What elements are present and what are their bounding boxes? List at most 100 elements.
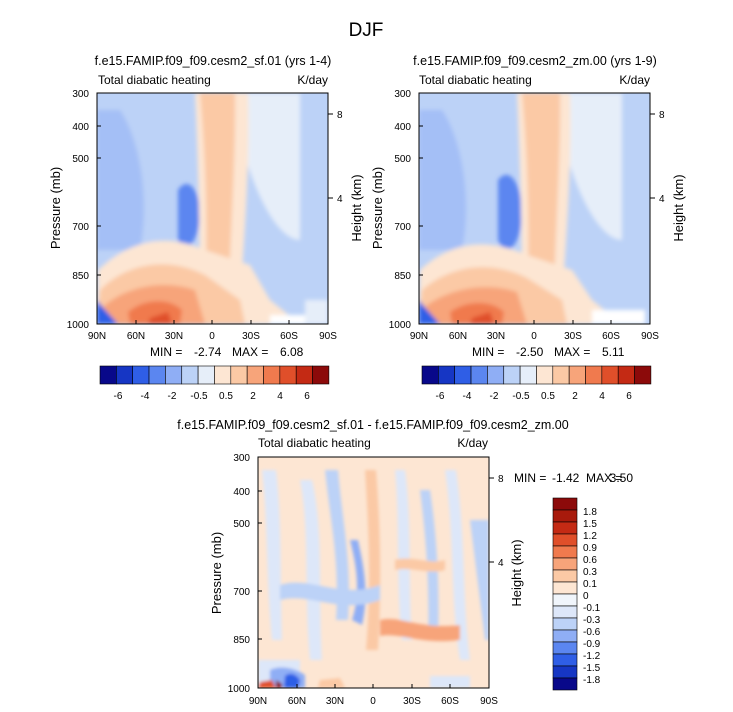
panel-3-colorbar-label: 1.5 (583, 519, 597, 530)
panel-2-y-tick: 400 (394, 122, 411, 133)
panel-1-y-tick: 300 (72, 89, 89, 100)
panel-2-y-tick: 500 (394, 154, 411, 165)
panel-3-colorbar-swatch (552, 497, 578, 511)
panel-2-x-ticks: 90N 60N 30N 0 30S 60S 90S (410, 320, 659, 342)
panel-3-x-tick: 90S (480, 696, 498, 707)
panel-1-x-tick: 30N (165, 331, 183, 342)
panel-1-y-tick: 1000 (67, 320, 90, 331)
panel-1-colorbar-swatch (148, 365, 166, 385)
panel-2-colorbar-label: -0.5 (512, 391, 530, 402)
panel-1-y-tick: 850 (72, 271, 89, 282)
panel-1-colorbar-labels: -6 -4 -2 -0.5 0.5 2 4 6 (114, 391, 311, 402)
panel-3-min-value: -1.42 (552, 471, 580, 485)
panel-1-min-label: MIN = (150, 345, 182, 359)
panel-2-x-tick: 0 (531, 331, 537, 342)
panel-2-height-tick: 4 (659, 194, 665, 205)
panel-1-max-label: MAX = (232, 345, 268, 359)
panel-3-x-ticks: 90N 60N 30N 0 30S 60S 90S (249, 684, 498, 707)
panel-3-y-tick: 300 (233, 453, 250, 464)
panel-3-colorbar-label: -0.9 (583, 639, 601, 650)
panel-1-colorbar-swatch (279, 365, 297, 385)
panel-1-x-tick: 60N (127, 331, 145, 342)
panel-1-colorbar-swatch (165, 365, 183, 385)
panel-3-colorbar-swatch (552, 617, 578, 631)
panel-3-title: f.e15.FAMIP.f09_f09.cesm2_sf.01 - f.e15.… (177, 418, 568, 432)
panel-3-colorbar-swatch (552, 641, 578, 655)
panel-3-max-value: 3.50 (610, 471, 634, 485)
panel-2-ylabel: Pressure (mb) (370, 167, 385, 249)
panel-3-ylabel-right: Height (km) (509, 539, 524, 606)
panel-3-colorbar-swatch (552, 557, 578, 571)
panel-3-colorbar-label: 0.1 (583, 579, 597, 590)
panel-2-colorbar-swatch (487, 365, 505, 385)
panel-2-colorbar-swatch (552, 365, 570, 385)
panel-1: f.e15.FAMIP.f09_f09.cesm2_sf.01 (yrs 1-4… (48, 54, 364, 402)
panel-3-colorbar-swatch (552, 509, 578, 523)
figure-title: DJF (349, 20, 384, 41)
panel-2-colorbar-label: -4 (463, 391, 472, 402)
panel-1-contour-field (97, 93, 328, 324)
panel-3-colorbar-swatch (552, 569, 578, 583)
panel-2-x-tick: 90N (410, 331, 428, 342)
panel-2-colorbar-swatch (634, 365, 652, 385)
panel-2-x-tick: 60N (449, 331, 467, 342)
panel-2-subtitle-left: Total diabatic heating (419, 73, 532, 87)
panel-1-y-ticks: 300 400 500 700 850 1000 (67, 89, 101, 331)
panel-2-ylabel-right: Height (km) (671, 174, 686, 241)
panel-3-colorbar-label: 0.3 (583, 567, 597, 578)
panel-2-min-label: MIN = (472, 345, 504, 359)
panel-1-subtitle-right: K/day (297, 73, 328, 87)
panel-3-colorbar-swatch (552, 653, 578, 667)
panel-1-colorbar-swatch (181, 365, 199, 385)
panel-1-colorbar-label: 4 (277, 391, 283, 402)
panel-3-colorbar-label: -0.6 (583, 627, 601, 638)
panel-2-min-value: -2.50 (516, 345, 544, 359)
panel-2-colorbar-labels: -6 -4 -2 -0.5 0.5 2 4 6 (436, 391, 633, 402)
panel-3-colorbar-swatch (552, 605, 578, 619)
panel-2-subtitle-right: K/day (619, 73, 650, 87)
panel-1-colorbar-swatch (99, 365, 117, 385)
panel-1-x-tick: 30S (242, 331, 260, 342)
panel-3-contour-field (258, 457, 489, 688)
panel-2-title: f.e15.FAMIP.f09_f09.cesm2_zm.00 (yrs 1-9… (413, 54, 657, 68)
panel-1-y-right-ticks: 8 4 (328, 110, 343, 205)
panel-3-subtitle-left: Total diabatic heating (258, 436, 371, 450)
panel-3-x-tick: 0 (370, 696, 376, 707)
panel-1-y-tick: 700 (72, 222, 89, 233)
panel-1-height-tick: 4 (337, 194, 343, 205)
panel-1-y-tick: 500 (72, 154, 89, 165)
panel-3-y-tick: 400 (233, 487, 250, 498)
panel-2-colorbar-label: 0.5 (541, 391, 555, 402)
panel-1-minmax: MIN = -2.74 MAX = 6.08 (150, 345, 304, 359)
panel-1-colorbar-label: 2 (250, 391, 256, 402)
panel-1-max-value: 6.08 (280, 345, 304, 359)
panel-3-colorbar-swatch (552, 521, 578, 535)
panel-3-colorbar-label: 0 (583, 591, 589, 602)
panel-3-x-tick: 30S (403, 696, 421, 707)
panel-3-y-ticks: 300 400 500 700 850 1000 (228, 453, 262, 695)
panel-1-colorbar-swatch (230, 365, 248, 385)
panel-1-colorbar-label: -2 (168, 391, 177, 402)
panel-2-y-tick: 850 (394, 271, 411, 282)
panel-3-x-tick: 90N (249, 696, 267, 707)
panel-2-y-tick: 1000 (389, 320, 412, 331)
panel-3-colorbar-swatch (552, 533, 578, 547)
panel-1-colorbar-swatch (246, 365, 264, 385)
panel-3-max-label: MAX = (586, 471, 622, 485)
panel-1-colorbar-swatch (197, 365, 215, 385)
panel-2-y-right-ticks: 8 4 (650, 110, 665, 205)
panel-2-colorbar-label: 2 (572, 391, 578, 402)
panel-3-min-label: MIN = (514, 471, 546, 485)
panel-3-colorbar-label: -0.3 (583, 615, 601, 626)
panel-2-contour-field (419, 93, 650, 324)
panel-3-y-right-ticks: 8 4 (489, 474, 504, 569)
panel-3-minmax: MIN = -1.42 MAX = 3.50 (514, 471, 633, 485)
panel-3-x-tick: 30N (326, 696, 344, 707)
panel-3-colorbar: 1.8 1.5 1.2 0.9 0.6 0.3 0.1 0 -0.1 -0.3 … (552, 497, 601, 691)
panel-1-min-value: -2.74 (194, 345, 222, 359)
panel-1-ylabel: Pressure (mb) (48, 167, 63, 249)
panel-3-y-tick: 500 (233, 519, 250, 530)
panel-2-colorbar-swatch (617, 365, 635, 385)
panel-3-colorbar-label: 1.8 (583, 507, 597, 518)
